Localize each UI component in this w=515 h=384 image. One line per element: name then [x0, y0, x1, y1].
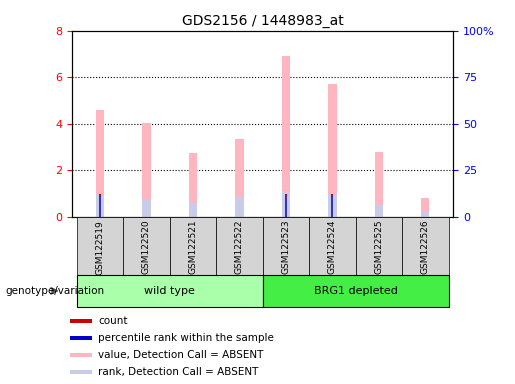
Bar: [374, 152, 383, 217]
Bar: [70, 369, 92, 374]
Text: count: count: [98, 316, 127, 326]
Bar: [421, 199, 430, 217]
Bar: [142, 122, 151, 217]
Bar: [70, 319, 92, 323]
Text: percentile rank within the sample: percentile rank within the sample: [98, 333, 274, 343]
Text: GSM122526: GSM122526: [421, 220, 430, 275]
Bar: [421, 212, 430, 217]
Bar: [331, 194, 333, 217]
Title: GDS2156 / 1448983_at: GDS2156 / 1448983_at: [182, 14, 344, 28]
Bar: [235, 139, 244, 217]
Bar: [328, 84, 336, 217]
Bar: [282, 191, 290, 217]
Text: GSM122520: GSM122520: [142, 220, 151, 275]
Bar: [142, 200, 151, 217]
Text: GSM122525: GSM122525: [374, 220, 383, 275]
Bar: [263, 217, 309, 275]
Text: genotype/variation: genotype/variation: [5, 286, 104, 296]
Bar: [77, 275, 263, 307]
Text: GSM122519: GSM122519: [95, 220, 105, 275]
Bar: [96, 194, 104, 217]
Text: GSM122523: GSM122523: [281, 220, 290, 275]
Bar: [285, 195, 287, 217]
Bar: [99, 194, 101, 217]
Bar: [263, 275, 449, 307]
Bar: [77, 217, 123, 275]
Bar: [328, 194, 336, 217]
Text: GSM122524: GSM122524: [328, 220, 337, 274]
Text: rank, Detection Call = ABSENT: rank, Detection Call = ABSENT: [98, 367, 259, 377]
Bar: [285, 194, 287, 217]
Text: wild type: wild type: [144, 286, 195, 296]
Bar: [170, 217, 216, 275]
Bar: [374, 205, 383, 217]
Bar: [123, 217, 170, 275]
Bar: [402, 217, 449, 275]
Bar: [99, 195, 101, 217]
Bar: [355, 217, 402, 275]
Bar: [189, 153, 197, 217]
Text: BRG1 depleted: BRG1 depleted: [314, 286, 398, 296]
Bar: [189, 203, 197, 217]
Bar: [282, 56, 290, 217]
Bar: [235, 197, 244, 217]
Bar: [96, 110, 104, 217]
Bar: [216, 217, 263, 275]
Bar: [70, 336, 92, 340]
Text: GSM122521: GSM122521: [188, 220, 197, 275]
Bar: [309, 217, 355, 275]
Bar: [70, 353, 92, 357]
Text: GSM122522: GSM122522: [235, 220, 244, 274]
Bar: [331, 195, 333, 217]
Text: value, Detection Call = ABSENT: value, Detection Call = ABSENT: [98, 350, 263, 360]
